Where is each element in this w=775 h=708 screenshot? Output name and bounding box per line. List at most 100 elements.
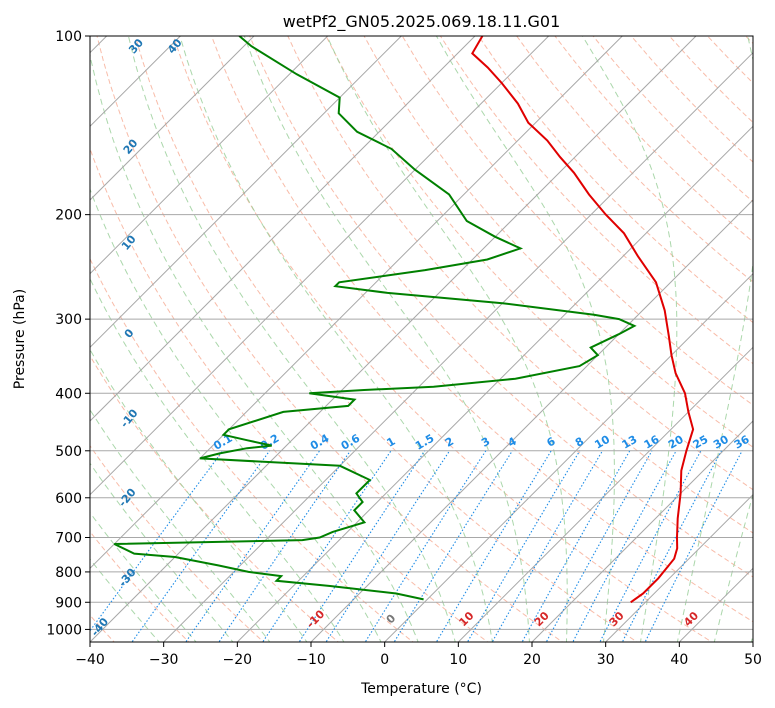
mixing-ratio-line — [466, 450, 581, 642]
x-axis-label: Temperature (°C) — [360, 681, 482, 697]
mixing-ratio-line — [298, 450, 426, 642]
dry-adiabat-line — [745, 36, 753, 45]
isotherm-line — [605, 493, 753, 642]
y-tick-label: 200 — [55, 208, 82, 224]
dry-adiabat-label: -50 — [15, 615, 38, 639]
mixing-ratio-label: 1.5 — [413, 432, 436, 453]
profile-series — [113, 36, 695, 604]
isotherm-line — [90, 36, 329, 275]
mixing-ratio-label: 20 — [666, 433, 686, 452]
isotherm-line — [457, 346, 753, 642]
dry-adiabat-line — [96, 36, 564, 642]
mixing-ratio-label: 13 — [620, 433, 640, 452]
dry-adiabat-line — [90, 147, 489, 642]
moist-adiabat-label: 20 — [532, 609, 552, 629]
x-tick-label: −30 — [149, 652, 179, 668]
dry-adiabat-line — [90, 354, 339, 642]
mixing-ratio-line — [491, 450, 603, 642]
x-tick-label: −10 — [296, 652, 326, 668]
moist-adiabats — [90, 36, 753, 642]
dry-adiabat-line — [554, 36, 753, 243]
mixing-ratio-label: 10 — [592, 433, 612, 452]
x-tick-label: −40 — [75, 652, 105, 668]
moist-adiabat-label: 30 — [607, 609, 627, 629]
x-tick-label: 50 — [744, 652, 762, 668]
y-tick-label: 300 — [55, 312, 82, 328]
y-tick-label: 900 — [55, 595, 82, 611]
y-axis-label: Pressure (hPa) — [12, 289, 28, 389]
mixing-ratio-line — [325, 450, 451, 642]
isotherm-line — [90, 36, 476, 422]
isotherm-line — [90, 36, 697, 642]
dry-adiabat-line — [363, 36, 753, 448]
x-axis-ticks: −40 −30 −20 −10 0 10 20 30 40 50 — [75, 642, 762, 668]
moist-adiabat-line — [90, 462, 234, 642]
mixing-ratio-line — [262, 450, 392, 642]
mixing-ratio-label: 36 — [732, 433, 752, 452]
isotherm-line — [90, 36, 255, 201]
isotherm-line — [310, 199, 753, 642]
mixing-ratio-line — [393, 450, 513, 642]
y-tick-label: 1000 — [46, 622, 82, 638]
dry-adiabat-line — [439, 36, 753, 365]
mixing-ratio-line — [90, 450, 224, 632]
dry-adiabat-line — [478, 36, 753, 324]
mixing-ratio-line — [621, 450, 722, 642]
moist-adiabat-line — [90, 277, 345, 642]
dry-adiabat-line — [287, 36, 753, 534]
x-tick-label: 40 — [670, 652, 688, 668]
isotherm-line — [90, 36, 550, 496]
mixing-ratio-line — [572, 450, 677, 642]
isotherm-line — [384, 272, 753, 642]
isotherm-line — [90, 36, 623, 570]
moist-adiabat-line — [750, 633, 753, 642]
moist-adiabat-line — [90, 348, 308, 642]
mixing-ratio-line — [599, 450, 702, 642]
x-tick-label: 10 — [449, 652, 467, 668]
y-tick-label: 100 — [55, 29, 82, 45]
x-tick-label: 30 — [597, 652, 615, 668]
plot-frame — [89, 35, 754, 643]
moist-adiabat-line — [581, 36, 678, 642]
dry-adiabat-label: 0 — [122, 326, 137, 340]
dry-adiabat-line — [211, 36, 753, 623]
mixing-ratio-label: 4 — [506, 434, 519, 449]
mixing-ratio-label: 1 — [384, 435, 397, 450]
mixing-ratio-label: 3 — [479, 435, 492, 450]
mixing-ratio-line — [364, 450, 487, 642]
dry-adiabats — [90, 36, 753, 642]
y-tick-label: 400 — [55, 386, 82, 402]
chart-title: wetPf2_GN05.2025.069.18.11.G01 — [283, 12, 561, 32]
mixing-ratio-label: 16 — [642, 433, 662, 452]
dry-adiabat-label: 40 — [165, 36, 185, 56]
isotherm-line — [531, 420, 753, 642]
mixing-ratio-label: 30 — [711, 433, 731, 452]
y-tick-label: 700 — [55, 531, 82, 547]
y-axis-ticks: 100 200 300 400 500 600 700 800 900 1000 — [46, 29, 90, 638]
mixing-ratio-line — [435, 450, 552, 642]
isotherm-line — [236, 125, 753, 642]
moist-adiabat-line — [90, 187, 382, 642]
moist-adiabat-line — [90, 511, 197, 642]
dry-adiabat-line — [401, 36, 753, 406]
moist-adiabat-label: -10 — [304, 607, 327, 630]
x-tick-label: 0 — [380, 652, 389, 668]
mixing-ratio-line — [644, 450, 743, 642]
x-tick-label: −20 — [223, 652, 253, 668]
temperature-profile-line — [471, 36, 695, 604]
isotherm-line — [752, 641, 753, 642]
isotherm-line — [163, 51, 753, 642]
moist-adiabat-line — [243, 36, 530, 642]
mixing-ratio-label: 0.4 — [308, 431, 332, 452]
mixing-ratio-label: 0.2 — [258, 432, 281, 453]
mixing-ratio-label: 25 — [691, 433, 711, 452]
mixing-ratio-lines — [90, 450, 743, 642]
plot-area: 0.10.20.40.611.52346810131620253036-100-… — [15, 36, 753, 642]
mixing-ratio-label: 2 — [443, 435, 456, 450]
dry-adiabat-line — [90, 444, 265, 642]
mixing-ratio-label: 6 — [544, 434, 557, 449]
mixing-ratio-label: 0.6 — [339, 431, 363, 452]
y-tick-label: 600 — [55, 491, 82, 507]
isobar-grid — [90, 36, 753, 630]
